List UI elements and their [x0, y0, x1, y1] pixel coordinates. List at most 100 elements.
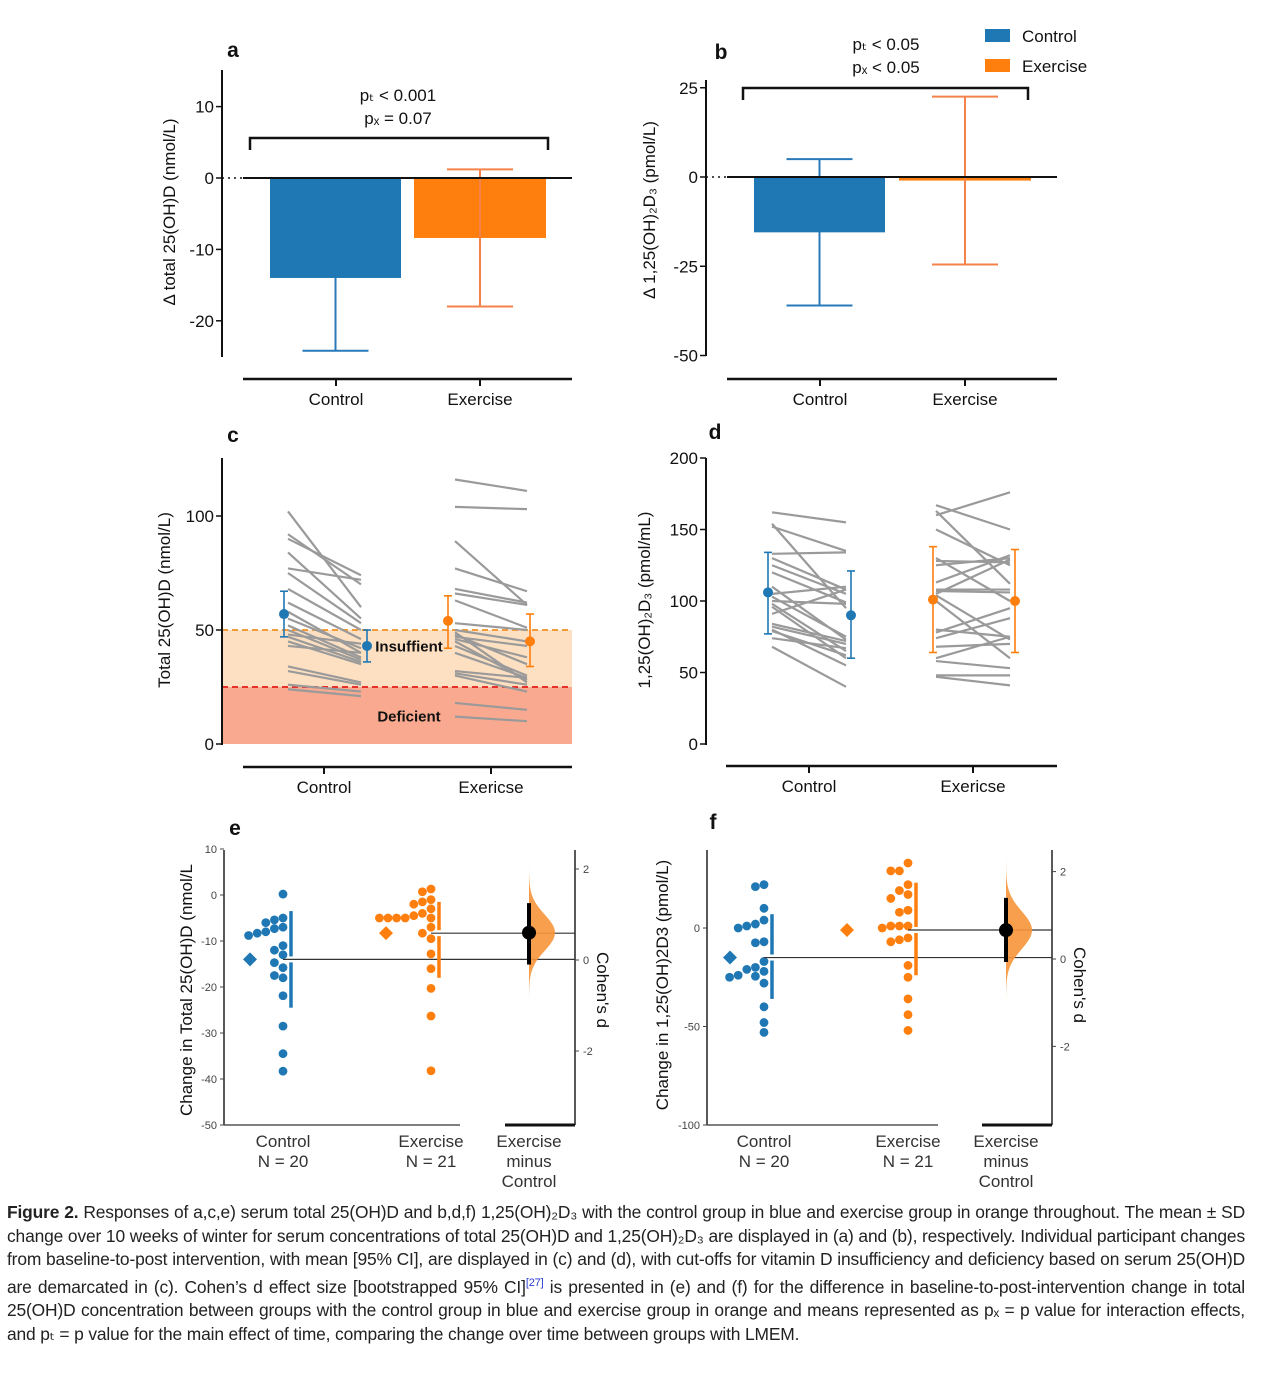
y-tick-label: 50	[195, 621, 214, 640]
mean-point-exercise-post	[1010, 596, 1020, 606]
data-point-exercise	[409, 899, 419, 909]
p-value-annotation: pₓ = 0.07	[364, 109, 432, 128]
y-tick-label: -20	[201, 982, 217, 994]
effect-size-point	[522, 925, 536, 940]
data-point-exercise	[426, 895, 436, 904]
participant-line-control	[771, 602, 847, 652]
y-tick-label: 10	[205, 844, 217, 856]
y-tick-label: -100	[678, 1120, 700, 1132]
data-point-control	[759, 966, 769, 976]
data-point-exercise	[426, 913, 436, 923]
participant-line-control	[771, 585, 847, 595]
group-n-label: N = 21	[883, 1152, 934, 1171]
data-point-control	[759, 1028, 769, 1037]
data-point-exercise	[877, 923, 887, 933]
y-tick-label: 0	[211, 890, 217, 902]
data-point-control	[278, 950, 288, 960]
group-n-label: N = 21	[406, 1152, 457, 1171]
y-axis-title: Δ total 25(OH)D (nmol/L)	[160, 118, 179, 305]
participant-line-control	[287, 567, 362, 581]
y-tick-label: 100	[186, 507, 214, 526]
participant-line-control	[771, 595, 847, 638]
caption-reference-link[interactable]: [27]	[525, 1276, 544, 1289]
data-point-exercise	[426, 934, 436, 944]
y2-tick-label: 2	[1060, 867, 1066, 879]
data-point-control	[278, 941, 288, 950]
y-tick-label: -10	[201, 936, 217, 948]
mean-diamond-control	[723, 950, 737, 965]
participant-line-exercise	[935, 491, 1011, 517]
y2-tick-label: -2	[583, 1046, 593, 1058]
data-point-control	[261, 918, 271, 927]
data-point-exercise	[886, 921, 896, 931]
mean-point-control-post	[362, 640, 372, 651]
data-point-exercise	[426, 964, 436, 973]
data-point-exercise	[895, 921, 904, 931]
y-tick-label: -50	[684, 1022, 700, 1034]
y-tick-label: 50	[679, 664, 698, 683]
data-point-exercise	[903, 890, 913, 899]
y2-tick-label: 0	[583, 955, 589, 967]
y-tick-label: -50	[673, 347, 698, 366]
data-point-control	[751, 882, 760, 892]
y-axis-title: Total 25(OH)D (nmol/L)	[155, 512, 174, 688]
participant-line-exercise	[454, 567, 528, 593]
effect-size-point	[999, 923, 1013, 938]
data-point-exercise	[418, 928, 427, 938]
y-tick-label: 0	[205, 169, 214, 188]
data-point-control	[252, 928, 262, 938]
caption-text-continued: is presented in (e) and (f) for the diff…	[7, 1276, 1245, 1344]
y-tick-label: 25	[679, 79, 698, 98]
data-point-exercise	[903, 1026, 913, 1035]
data-point-exercise	[895, 907, 904, 917]
data-point-exercise	[895, 866, 904, 876]
participant-line-exercise	[454, 715, 528, 723]
participant-line-exercise	[454, 669, 528, 679]
data-point-exercise	[903, 921, 913, 931]
data-point-control	[278, 889, 288, 899]
data-point-control	[751, 963, 760, 972]
data-point-control	[759, 915, 769, 925]
participant-line-exercise	[935, 594, 1011, 641]
zone-label-deficient: Deficient	[377, 709, 440, 726]
mean-point-control-post	[846, 610, 856, 621]
participant-line-control	[771, 551, 847, 555]
x-tick-label: Exericse	[458, 778, 523, 797]
participant-line-exercise	[454, 651, 528, 679]
participant-line-control	[771, 557, 847, 591]
data-point-exercise	[426, 922, 436, 932]
data-point-exercise	[895, 886, 904, 895]
x-tick-label: Exercise	[932, 390, 997, 409]
participant-line-exercise	[454, 622, 528, 632]
data-point-control	[278, 991, 288, 1001]
participant-line-exercise	[935, 504, 1011, 531]
participant-line-control	[287, 688, 362, 698]
mean-point-control-pre	[279, 609, 289, 620]
data-point-exercise	[426, 884, 436, 894]
participant-line-control	[771, 564, 847, 595]
caption-text: Responses of a,c,e) serum total 25(OH)D …	[7, 1202, 1245, 1297]
legend-label-control: Control	[1022, 27, 1077, 46]
participant-line-control	[771, 637, 847, 650]
y2-tick-label: -2	[1060, 1041, 1070, 1053]
data-point-exercise	[409, 911, 419, 921]
data-point-exercise	[903, 1010, 913, 1020]
participant-line-exercise	[454, 635, 528, 648]
participant-line-control	[771, 571, 847, 604]
panel-label-c: c	[227, 424, 239, 447]
participant-line-exercise	[935, 659, 1011, 670]
participant-line-exercise	[935, 600, 1011, 660]
data-point-exercise	[426, 949, 436, 959]
group-label: Control	[737, 1132, 792, 1151]
data-point-control	[244, 931, 254, 940]
panel-label-b: b	[715, 41, 728, 64]
data-point-control	[270, 924, 279, 933]
participant-line-exercise	[454, 478, 528, 493]
data-point-exercise	[383, 913, 393, 923]
participant-line-control	[287, 601, 362, 641]
significance-bracket	[248, 136, 550, 150]
participant-line-exercise	[935, 617, 1011, 640]
bootstrap-distribution	[529, 860, 555, 1005]
data-point-exercise	[400, 913, 410, 923]
participant-line-control	[771, 645, 847, 688]
